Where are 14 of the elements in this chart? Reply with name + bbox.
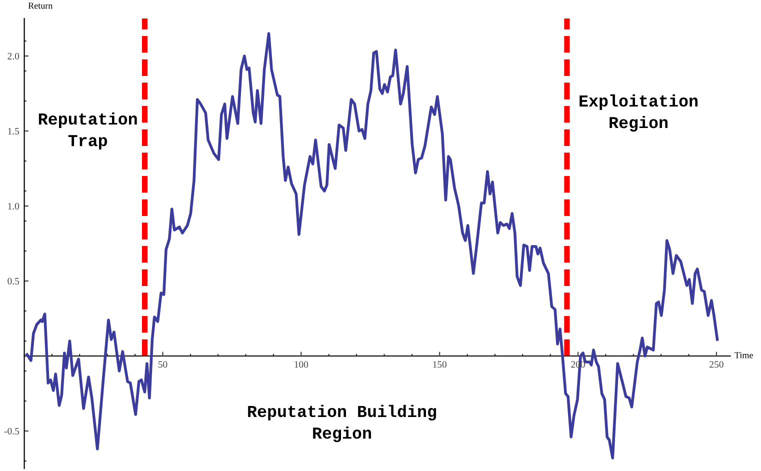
x-tick-label: 50 <box>158 361 168 368</box>
x-tick-label: 150 <box>433 361 447 368</box>
x-tick-label: 250 <box>710 361 724 368</box>
y-tick-label: 1.5 <box>8 128 20 135</box>
annotation: Exploitation Region <box>580 94 698 132</box>
y-tick-label: 0.5 <box>8 278 20 285</box>
annotation: Reputation Building Region <box>248 404 436 442</box>
x-tick-label: 100 <box>294 361 308 368</box>
y-axis-title: Return <box>28 2 53 9</box>
y-tick-label: 1.0 <box>8 202 20 210</box>
y-tick-label: -0.5 <box>4 428 20 435</box>
annotation: Reputation Trap <box>38 112 137 150</box>
y-tick-label: 2.0 <box>8 52 20 60</box>
x-axis-title: Time <box>734 352 753 358</box>
